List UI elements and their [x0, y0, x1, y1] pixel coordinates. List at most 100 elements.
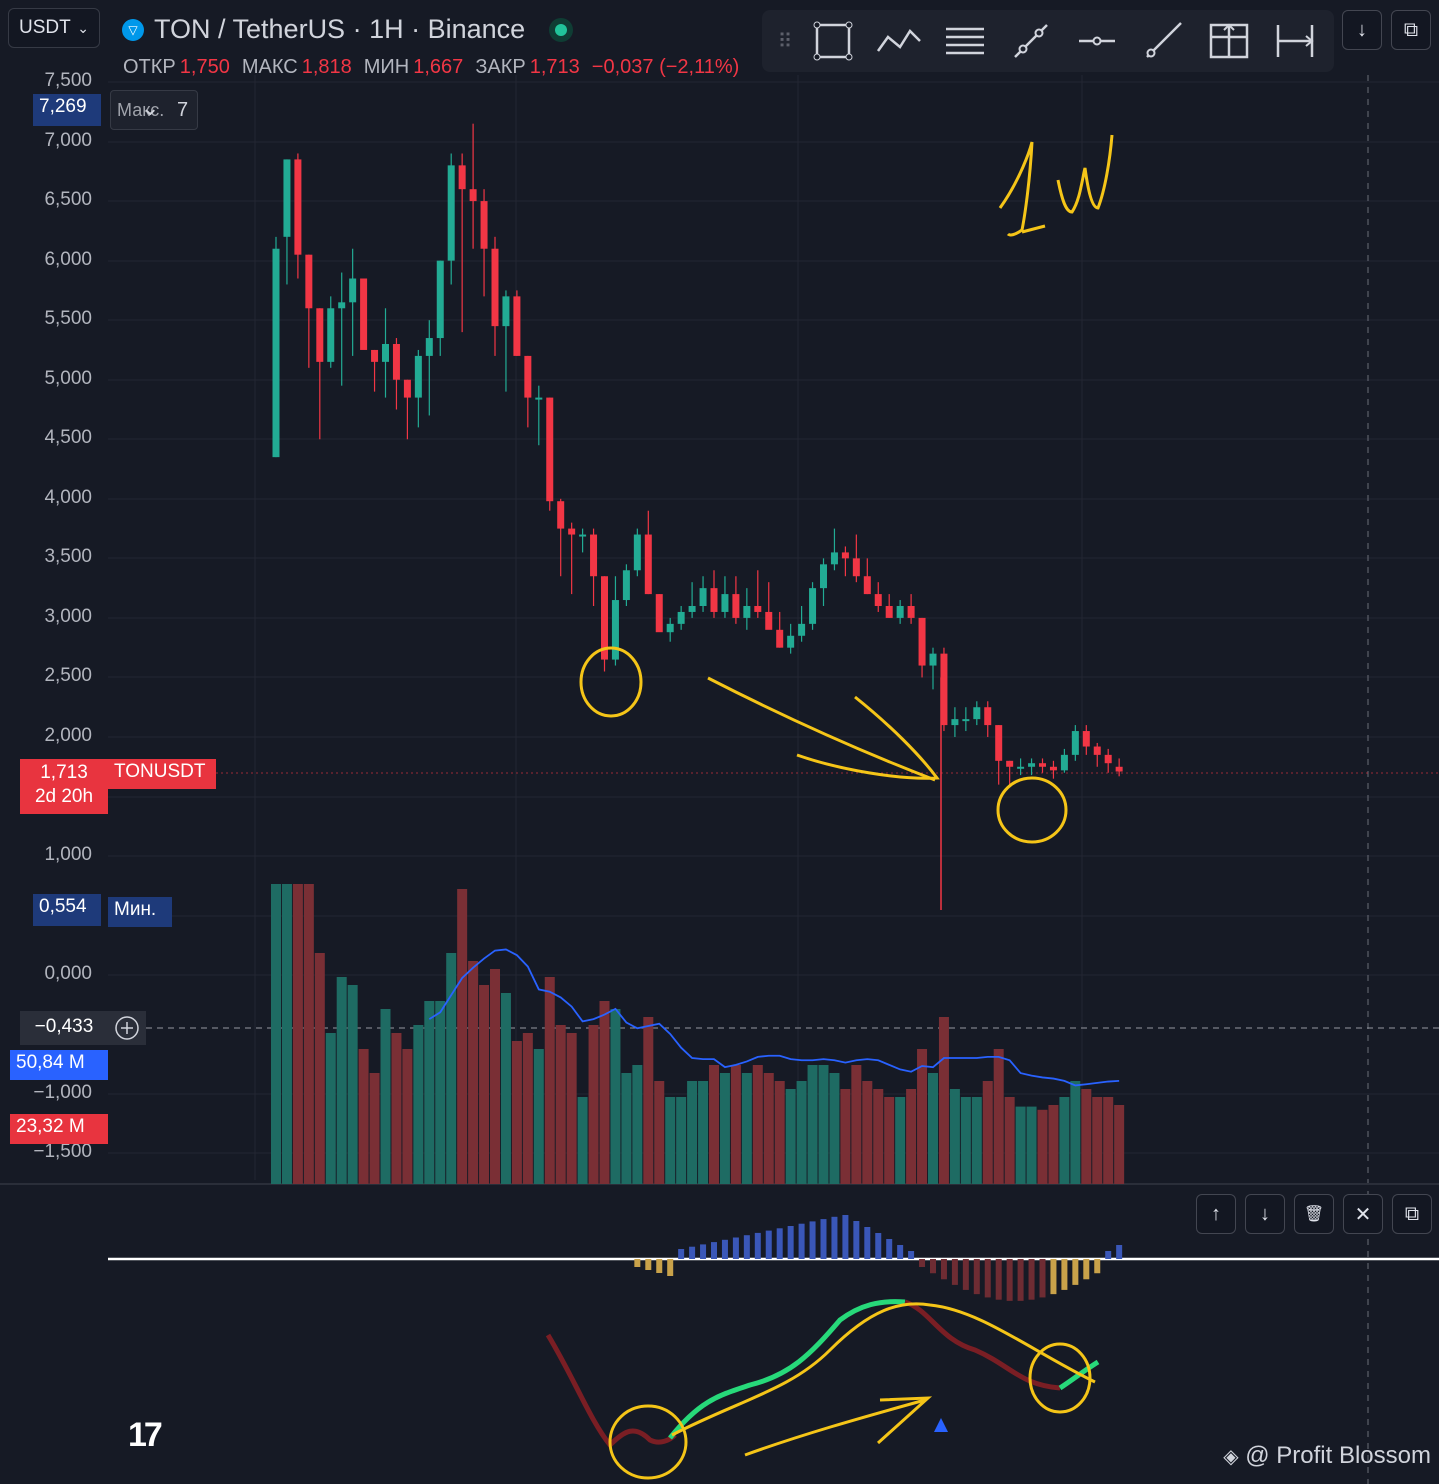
candle-body — [951, 719, 959, 726]
candle-body — [414, 355, 422, 398]
volume-bar — [698, 1081, 709, 1184]
candle-body — [863, 576, 871, 595]
maximize-pane-button[interactable]: ⧉ — [1392, 1194, 1432, 1234]
candle-body — [1039, 763, 1046, 767]
volume-bar — [851, 1065, 862, 1184]
price-axis-label: 5,500 — [44, 308, 92, 329]
oscillator-bar — [1072, 1259, 1079, 1285]
volume-bar — [982, 1081, 993, 1184]
volume-bar — [895, 1097, 906, 1184]
trend-line-icon[interactable] — [998, 16, 1064, 66]
candle-body — [995, 725, 1003, 761]
volume-bar — [314, 953, 325, 1184]
rectangle-tool-icon[interactable] — [800, 16, 866, 66]
oscillator-bar — [951, 1259, 958, 1285]
symbol-title[interactable]: ▽ TON / TetherUS · 1H · Binance — [122, 14, 574, 45]
oscillator-bar — [831, 1216, 838, 1259]
price-axis-label: 7,000 — [44, 130, 92, 151]
annotation-circle — [996, 776, 1068, 844]
annotation-arrow-head — [796, 695, 940, 780]
ohlc-close-value: 1,713 — [529, 56, 580, 78]
oscillator-bar — [787, 1226, 794, 1259]
price-axis-label: 0,000 — [44, 963, 92, 984]
currency-label: USDT — [19, 17, 71, 38]
annotation-arrow-head — [876, 1396, 933, 1445]
restore-button[interactable]: ⧉ — [1391, 10, 1431, 50]
candle-body — [513, 296, 521, 356]
volume-bar — [632, 1065, 643, 1184]
price-axis-label: 6,000 — [44, 249, 92, 270]
volume-bar — [719, 1073, 730, 1184]
candle-body — [798, 623, 806, 636]
oscillator-bar — [1006, 1259, 1013, 1301]
tradingview-logo: 17 — [128, 1416, 163, 1454]
oscillator-bar — [1039, 1259, 1046, 1298]
candle-body — [973, 707, 981, 720]
candle-body — [392, 344, 400, 380]
drag-handle-icon[interactable]: ⠿ — [777, 30, 793, 53]
fib-retracement-icon[interactable] — [932, 16, 998, 66]
oscillator-bar — [765, 1230, 772, 1259]
ray-icon[interactable] — [1130, 16, 1196, 66]
currency-selector[interactable]: USDT ⌄ — [8, 8, 100, 48]
ohlc-close-key: ЗАКР — [475, 56, 526, 78]
volume-bar — [654, 1081, 665, 1184]
candle-body — [1028, 763, 1036, 767]
max-label: Макс. — [117, 99, 165, 120]
arrow-up-icon: ↑ — [1211, 1202, 1221, 1225]
ohlc-high-value: 1,818 — [301, 56, 352, 78]
volume-bar — [1015, 1106, 1026, 1184]
price-axis-label: −1,000 — [33, 1082, 92, 1103]
horizontal-line-icon[interactable] — [1064, 16, 1130, 66]
oscillator-bar — [645, 1259, 652, 1270]
volume-bar — [621, 1073, 632, 1184]
volume-bar — [884, 1097, 895, 1184]
volume-bar — [544, 977, 555, 1184]
long-position-icon[interactable] — [1196, 16, 1262, 66]
collapse-pane-button[interactable]: ✕ — [1343, 1194, 1383, 1234]
candle-body — [1082, 731, 1090, 747]
volume-bar — [446, 953, 457, 1184]
move-pane-up-button[interactable]: ↑ — [1196, 1194, 1236, 1234]
candle-body — [841, 552, 849, 559]
delete-pane-button[interactable]: 🗑 — [1294, 1194, 1334, 1234]
volume-bar — [928, 1073, 938, 1184]
candle-body — [655, 594, 663, 633]
collapse-labels-button[interactable]: Макс. ⌄ 7 — [110, 90, 198, 130]
oscillator-bar — [1083, 1259, 1090, 1280]
volume-bar — [1092, 1097, 1103, 1184]
volume-bar — [522, 1033, 533, 1184]
oscillator-bar — [776, 1228, 783, 1259]
volume-bar — [281, 884, 292, 1184]
crosshair-value: −0,433 — [34, 1016, 94, 1037]
candle-body — [480, 201, 488, 249]
oscillator-bar — [678, 1249, 685, 1259]
volume-bar — [566, 1033, 577, 1184]
volume-bar — [599, 1001, 610, 1184]
price-axis-label: −1,500 — [33, 1141, 92, 1162]
min-price-tag: 0,554 — [33, 894, 101, 926]
price-axis-label: 7,500 — [44, 70, 92, 91]
arrow-down-icon: ↓ — [1260, 1202, 1270, 1225]
add-alert-button[interactable] — [108, 1011, 146, 1045]
candle-body — [776, 629, 784, 648]
volume-bar — [588, 1025, 599, 1184]
price-axis-label: 5,000 — [44, 368, 92, 389]
volume-bar — [993, 1049, 1004, 1184]
volume-bar — [511, 1041, 522, 1184]
oscillator-bar — [984, 1259, 991, 1298]
volume-bar — [1037, 1109, 1048, 1184]
volume-bar — [938, 1017, 949, 1184]
volume-bar — [1103, 1097, 1114, 1184]
move-pane-down-button[interactable]: ↓ — [1245, 1194, 1285, 1234]
volume-ma-value: 50,84 M — [16, 1052, 85, 1073]
oscillator-bar — [875, 1233, 882, 1259]
scroll-down-button[interactable]: ↓ — [1342, 10, 1382, 50]
chevron-down-icon: ⌄ — [77, 19, 89, 36]
volume-bar — [1070, 1081, 1081, 1184]
polyline-tool-icon[interactable] — [866, 16, 932, 66]
crosshair-price-tag: −0,433 — [20, 1011, 108, 1045]
candle-body — [403, 379, 411, 398]
date-range-icon[interactable] — [1262, 16, 1328, 66]
